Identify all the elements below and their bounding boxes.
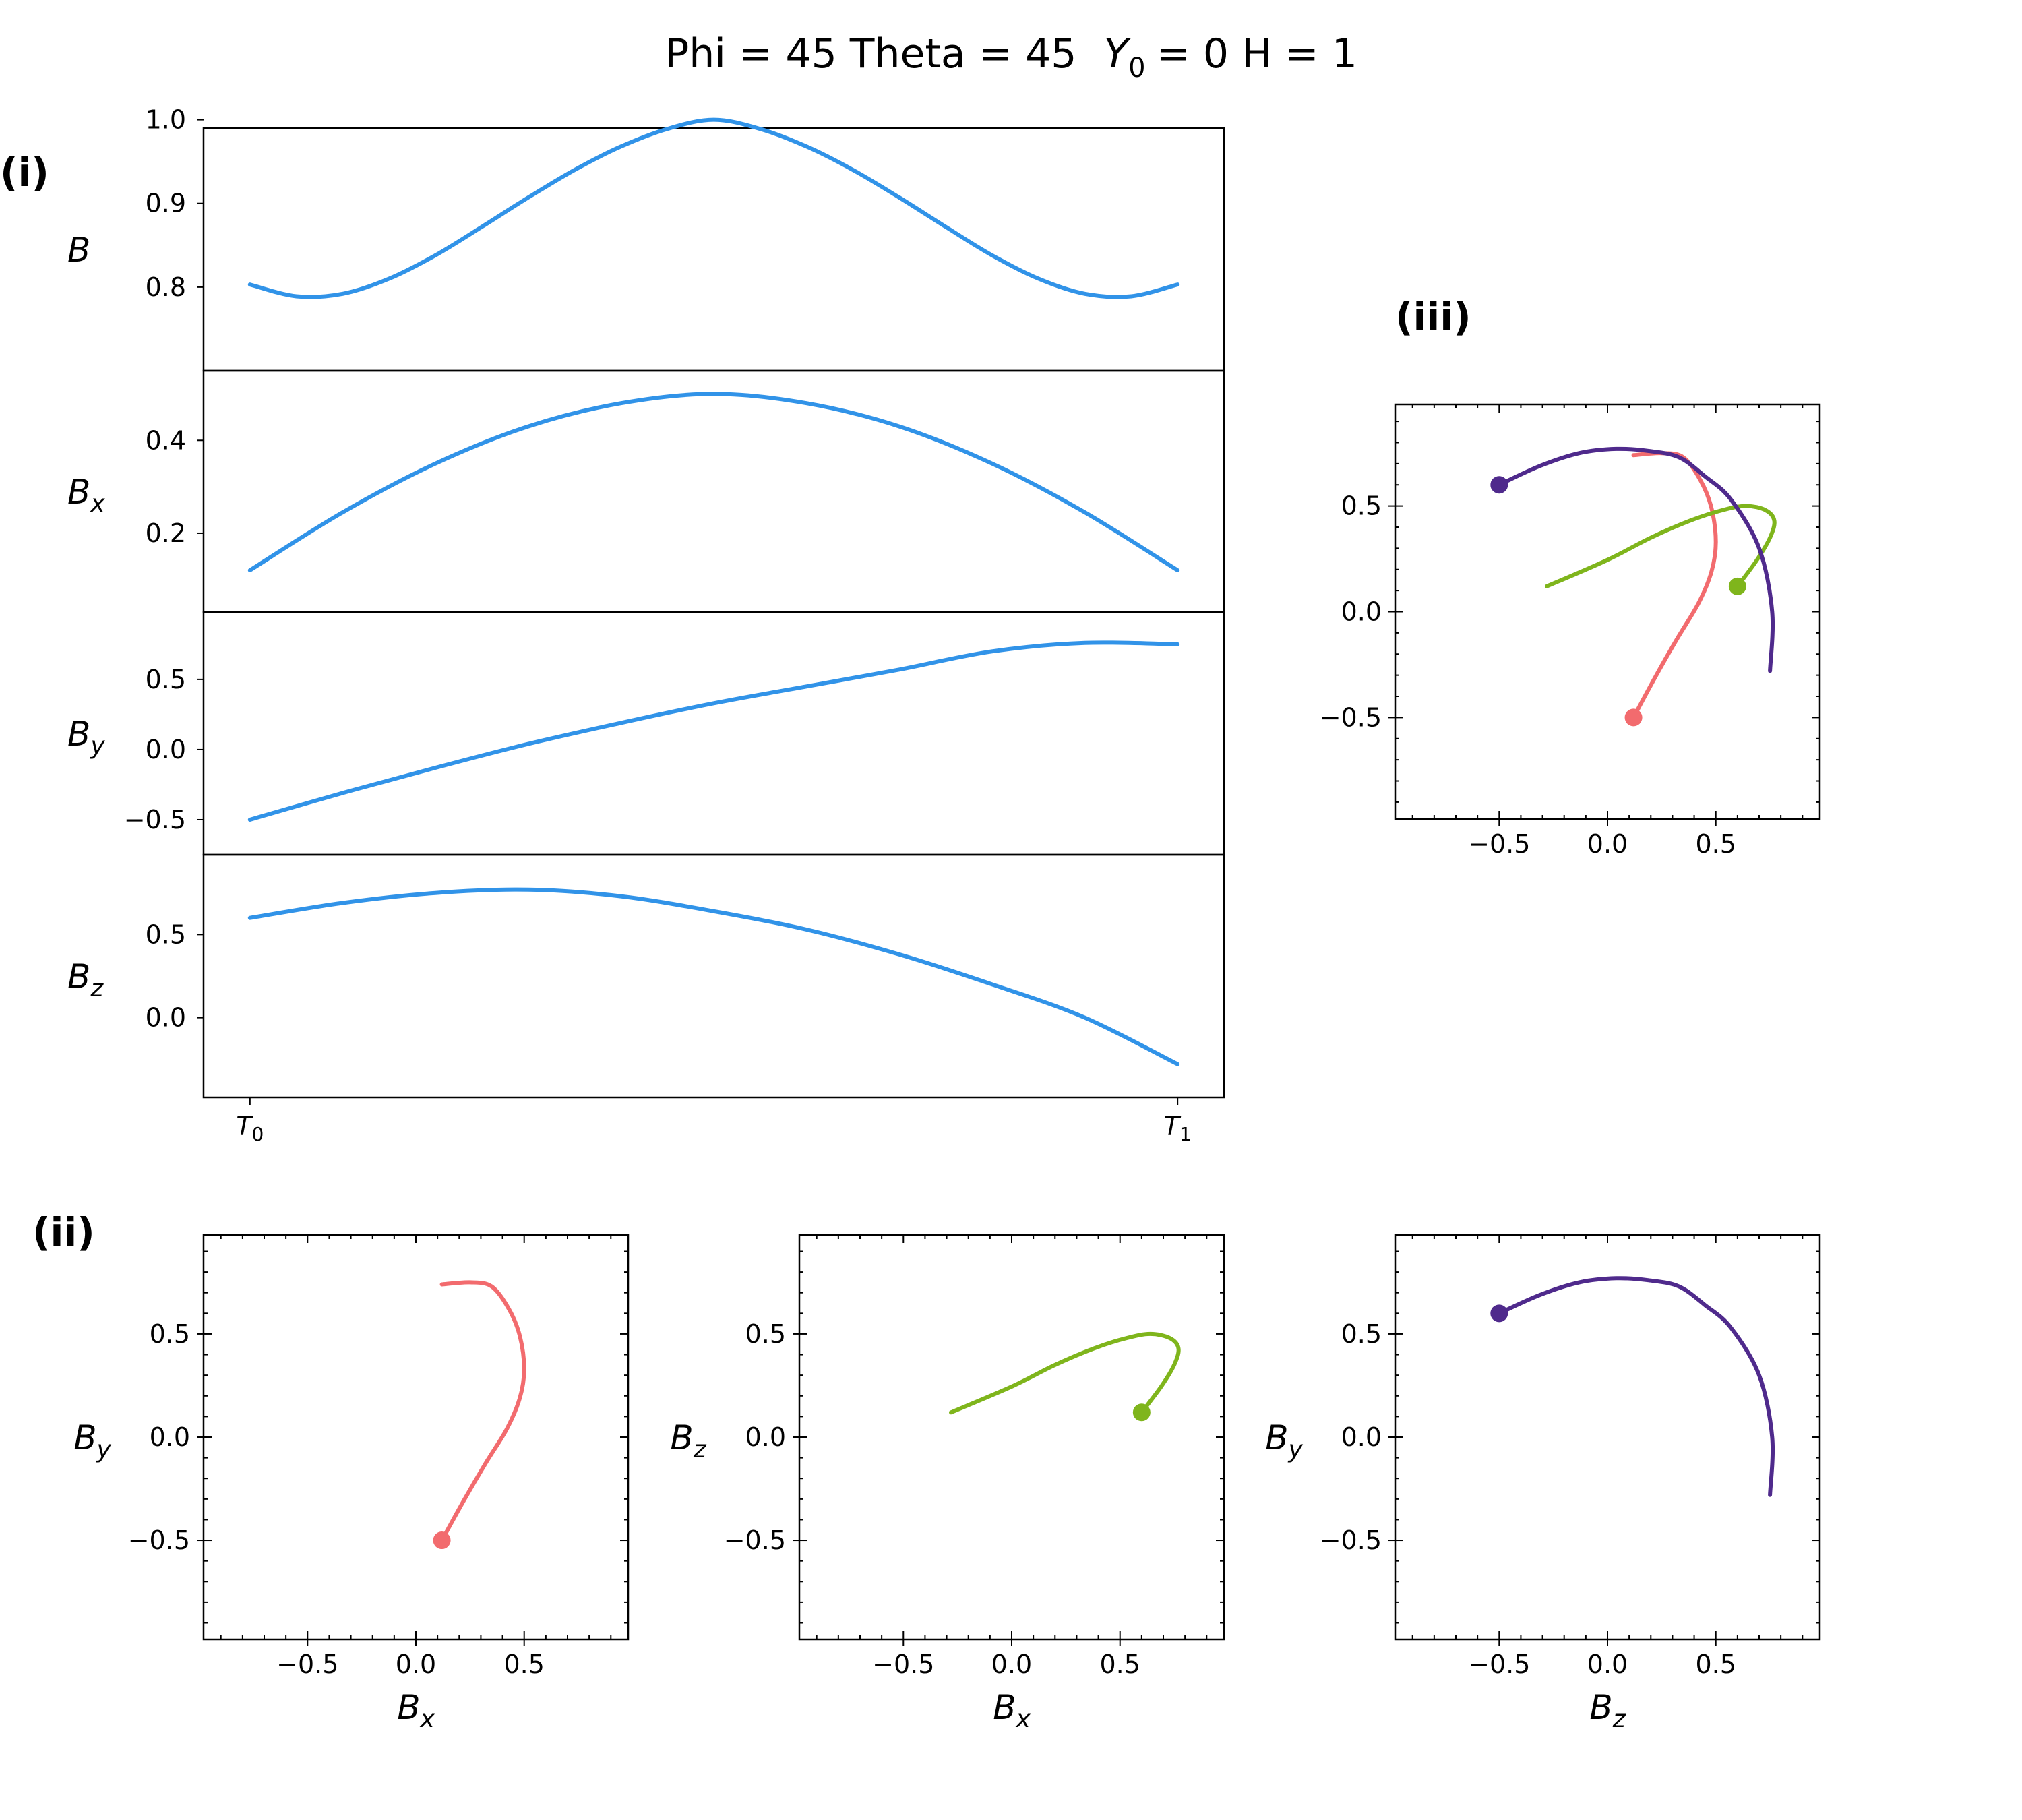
xtick-label-Bx-By: 0.0: [396, 1649, 436, 1679]
ytick-label-Bz: 0.5: [146, 919, 186, 949]
xtick-label-Bz-By: −0.5: [1468, 1649, 1530, 1679]
ylabel-Bz: Bz: [67, 957, 104, 1002]
axes-frame-Bz: [202, 853, 1225, 1099]
series-line-By: [247, 640, 1180, 822]
xtick-label-Bx-By: −0.5: [276, 1649, 338, 1679]
xtick-label-Bz: T0: [236, 1112, 264, 1145]
phase-plot-Bx-Bz: −0.5 −0.5 0.0 0.0 0.5 0.5 Bx Bz: [670, 1234, 1225, 1733]
ytick-label-Bx-Bz: 0.0: [745, 1422, 786, 1452]
ytick-label-combined: 0.0: [1341, 597, 1382, 627]
phase-plot-Bz-By: −0.5 −0.5 0.0 0.0 0.5 0.5 Bz By: [1265, 1234, 1821, 1733]
ytick-label-Bz-By: 0.5: [1341, 1319, 1382, 1349]
charts-group: 0.8 0.9 1.0 B 0.2 0.4 Bx −0.5 0.0 0.5 By 0.0 0.5 Bz T0…: [67, 105, 1821, 1733]
start-point-Bx-Bz: [1728, 577, 1746, 595]
phase-plot-Bx-By: −0.5 −0.5 0.0 0.0 0.5 0.5 Bx By: [73, 1234, 630, 1733]
axes-frame-Bz-By: [1394, 1234, 1821, 1641]
ytick-label-Bx-Bz: 0.5: [745, 1319, 786, 1349]
ytick-label-Bx: 0.4: [146, 425, 186, 455]
ytick-label-By: 0.5: [146, 665, 186, 694]
ytick-label-B: 1.0: [146, 105, 186, 135]
xtick-label-Bx-Bz: 0.5: [1099, 1649, 1140, 1679]
ylabel-Bx-By: By: [73, 1418, 111, 1463]
panel-label-i: (i): [0, 150, 49, 195]
axes-frame-Bx: [202, 369, 1225, 613]
ylabel-Bx-Bz: Bz: [670, 1418, 706, 1463]
axes-frame-B: [202, 127, 1225, 372]
series-line-Bx-Bz: [949, 1331, 1181, 1415]
xtick-label-Bz-By: 0.5: [1695, 1649, 1736, 1679]
xtick-label-Bx-Bz: 0.0: [991, 1649, 1032, 1679]
xtick-label-combined: 0.5: [1695, 829, 1736, 859]
start-point-Bx-By: [1624, 708, 1643, 727]
series-line-Bx-By: [439, 1280, 526, 1543]
axes-frame-combined: [1394, 403, 1821, 820]
ytick-label-Bz-By: 0.0: [1341, 1422, 1382, 1452]
ylabel-By: By: [67, 715, 105, 760]
ytick-label-B: 0.9: [146, 189, 186, 218]
ytick-label-combined: −0.5: [1320, 702, 1382, 732]
ytick-label-combined: 0.5: [1341, 491, 1382, 521]
ytick-label-By: 0.0: [146, 735, 186, 764]
series-line-Bx: [247, 392, 1180, 572]
timeseries-By: −0.5 0.0 0.5 By: [67, 611, 1225, 856]
ylabel-Bx: Bx: [67, 473, 105, 518]
series-line-B: [247, 117, 1180, 299]
timeseries-B: 0.8 0.9 1.0 B: [67, 105, 1225, 372]
axes-frame-Bx-By: [202, 1234, 630, 1641]
xtick-label-Bx-Bz: −0.5: [872, 1649, 934, 1679]
ytick-label-By: −0.5: [124, 805, 186, 835]
figure-title: Phi = 45 Theta = 45 Y0 = 0 H = 1: [665, 30, 1357, 84]
series-line-Bz-By: [1497, 1276, 1775, 1497]
start-point-Bz-By: [1490, 1304, 1508, 1323]
series-line-Bz-By: [1497, 446, 1775, 673]
panel-label-ii: (ii): [32, 1209, 95, 1255]
panel-label-iii: (iii): [1395, 294, 1471, 340]
xlabel-Bx-By: Bx: [397, 1688, 435, 1733]
axes-frame-By: [202, 611, 1225, 856]
start-point-Bx-Bz: [1132, 1403, 1151, 1422]
start-point-Bz-By: [1490, 476, 1508, 494]
xtick-label-Bx-By: 0.5: [503, 1649, 544, 1679]
ytick-label-Bx-By: 0.5: [150, 1319, 190, 1349]
start-point-Bx-By: [433, 1531, 451, 1550]
xtick-label-Bz: T1: [1164, 1112, 1192, 1145]
series-line-Bx-By: [1631, 451, 1718, 720]
ytick-label-Bx-By: 0.0: [150, 1422, 190, 1452]
ytick-label-Bx: 0.2: [146, 518, 186, 548]
timeseries-Bz: 0.0 0.5 Bz T0 T1: [67, 853, 1225, 1145]
phase-plot-combined: −0.5 −0.5 0.0 0.0 0.5 0.5: [1320, 403, 1821, 859]
axes-frame-Bx-Bz: [798, 1234, 1225, 1641]
ytick-label-Bx-Bz: −0.5: [724, 1525, 786, 1555]
series-line-Bz: [247, 887, 1180, 1066]
xlabel-Bx-Bz: Bx: [993, 1688, 1031, 1733]
timeseries-Bx: 0.2 0.4 Bx: [67, 369, 1225, 613]
ytick-label-Bz: 0.0: [146, 1003, 186, 1033]
xtick-label-combined: −0.5: [1468, 829, 1530, 859]
series-line-Bx-Bz: [1545, 504, 1777, 588]
ytick-label-Bx-By: −0.5: [128, 1525, 190, 1555]
xtick-label-combined: 0.0: [1587, 829, 1628, 859]
ylabel-Bz-By: By: [1265, 1418, 1303, 1463]
xtick-label-Bz-By: 0.0: [1587, 1649, 1628, 1679]
ytick-label-B: 0.8: [146, 272, 186, 302]
xlabel-Bz-By: Bz: [1589, 1688, 1626, 1733]
ylabel-B: B: [67, 231, 90, 270]
ytick-label-Bz-By: −0.5: [1320, 1525, 1382, 1555]
